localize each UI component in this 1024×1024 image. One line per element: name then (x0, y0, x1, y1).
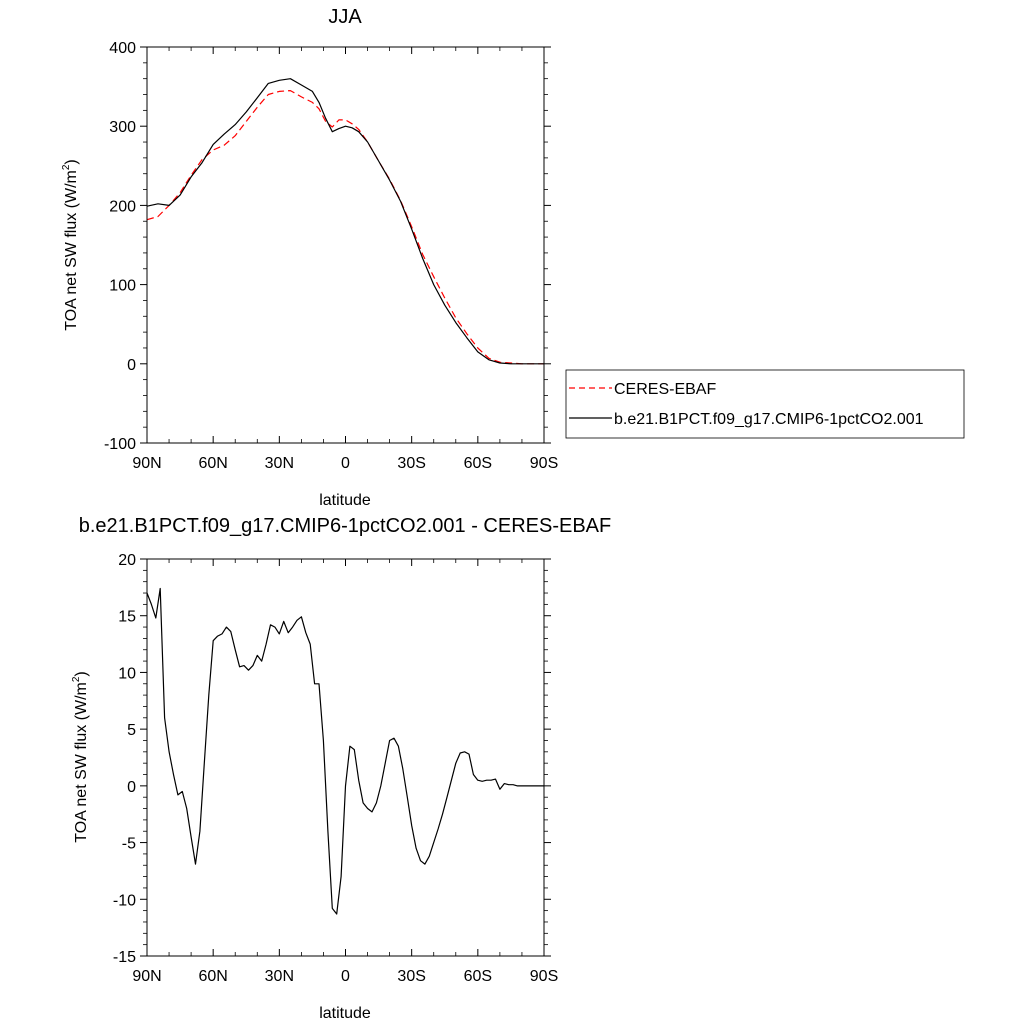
flux-panel: JJA 90N 60N 30N 0 30S 60S 90S -100 0 100 200 300 400… (61, 6, 965, 509)
legend-label-ceres: CERES-EBAF (614, 381, 716, 398)
x-tick-label: 60S (464, 455, 492, 472)
series-line-model (146, 587, 544, 915)
legend-label-model: b.e21.B1PCT.f09_g17.CMIP6-1pctCO2.001 (614, 411, 924, 428)
y-tick-label: -15 (113, 949, 136, 966)
x-tick-label: 30S (397, 455, 425, 472)
plot-frame (146, 558, 545, 957)
y-tick-label: 100 (109, 278, 136, 295)
y-tick-label: 0 (127, 779, 136, 796)
y-axis-label-main: TOA net SW flux (W/m (63, 170, 80, 331)
y-axis-label-sup: 2 (71, 676, 82, 682)
y-tick-label: 300 (109, 119, 136, 136)
legend: CERES-EBAF b.e21.B1PCT.f09_g17.CMIP6-1pc… (565, 369, 965, 439)
axis-ticks: 90N 60N 30N 0 30S 60S 90S -15 -10 -5 0 5 10 15 20 (113, 552, 558, 985)
difference-panel: b.e21.B1PCT.f09_g17.CMIP6-1pctCO2.001 - … (71, 515, 611, 1022)
x-tick-label: 30N (265, 968, 294, 985)
y-axis-label: TOA net SW flux (W/m2) (61, 159, 80, 331)
x-tick-label: 60N (198, 455, 227, 472)
x-tick-label: 90N (132, 455, 161, 472)
y-axis-label: TOA net SW flux (W/m2) (71, 671, 90, 843)
x-tick-label: 30S (397, 968, 425, 985)
series-lines (146, 587, 544, 915)
y-tick-label: 200 (109, 198, 136, 215)
y-tick-label: -100 (104, 436, 136, 453)
series-line-model (146, 78, 544, 365)
panel-title: JJA (328, 6, 362, 28)
axis-ticks: 90N 60N 30N 0 30S 60S 90S -100 0 100 200 300 400 (104, 40, 558, 472)
x-tick-label: 90S (530, 968, 558, 985)
x-tick-label: 0 (341, 455, 350, 472)
x-tick-label: 30N (265, 455, 294, 472)
x-tick-label: 60S (464, 968, 492, 985)
series-line-ceres (146, 89, 544, 365)
y-tick-label: 5 (127, 722, 136, 739)
x-axis-label: latitude (319, 1005, 371, 1022)
x-tick-label: 90S (530, 455, 558, 472)
x-tick-label: 90N (132, 968, 161, 985)
y-axis-label-sup: 2 (61, 164, 72, 170)
y-axis-label-close: ) (63, 159, 80, 164)
y-tick-label: -10 (113, 892, 136, 909)
y-tick-label: 0 (127, 357, 136, 374)
series-lines (146, 78, 544, 365)
y-tick-label: 15 (118, 609, 136, 626)
y-tick-label: 400 (109, 40, 136, 57)
x-tick-label: 60N (198, 968, 227, 985)
y-axis-label-close: ) (73, 671, 90, 676)
y-tick-label: 20 (118, 552, 136, 569)
y-tick-label: -5 (122, 836, 136, 853)
x-tick-label: 0 (341, 968, 350, 985)
plot-frame (146, 46, 545, 444)
y-tick-label: 10 (118, 665, 136, 682)
y-axis-label-main: TOA net SW flux (W/m (73, 682, 90, 843)
x-axis-label: latitude (319, 492, 371, 509)
panel-title: b.e21.B1PCT.f09_g17.CMIP6-1pctCO2.001 - … (79, 515, 611, 537)
legend-box (565, 369, 965, 439)
